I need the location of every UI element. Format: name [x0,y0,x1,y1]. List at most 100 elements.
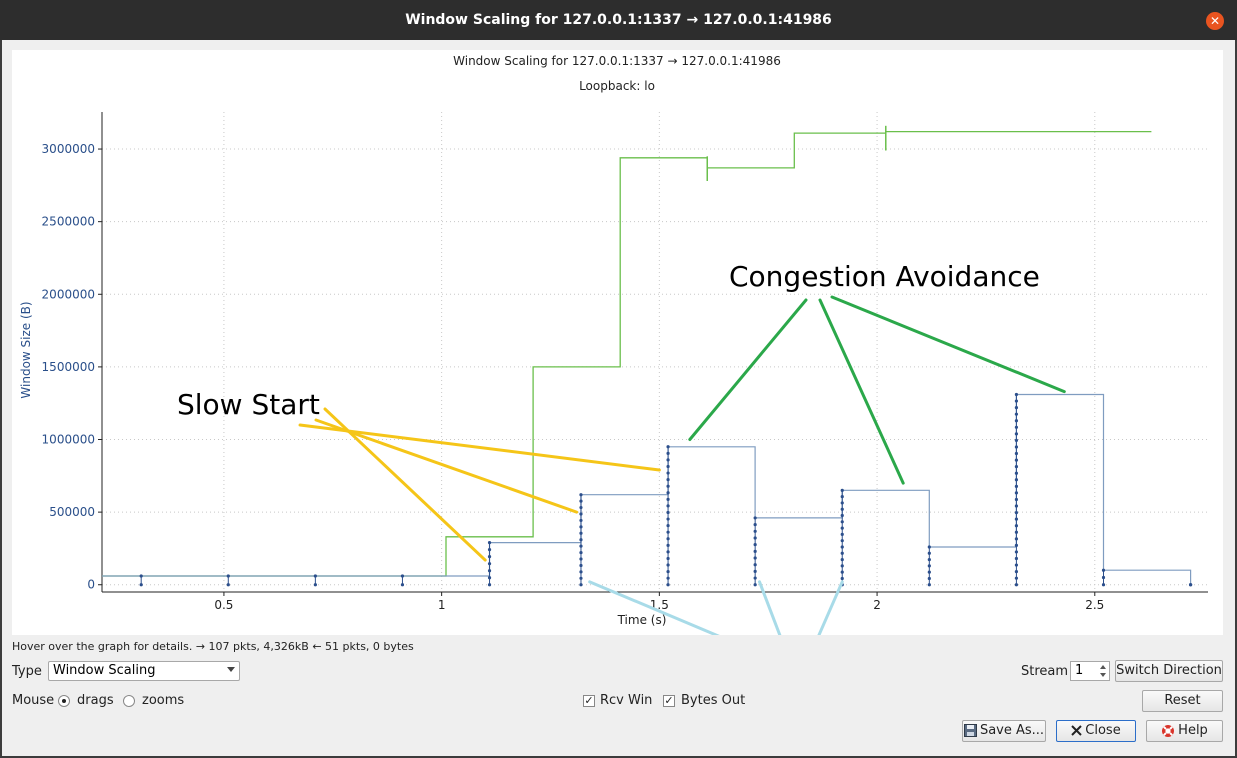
bytes-out-point [666,537,670,541]
bytes-out-point [840,551,844,555]
bytes-out-point [1014,471,1019,475]
bytes-out-point [840,576,844,581]
window-scaling-chart[interactable]: Window Scaling for 127.0.0.1:1337 → 127.… [12,50,1223,635]
bytes-out-point [840,507,844,511]
close-window-icon[interactable]: ✕ [1206,12,1224,30]
annotation-label: Congestion Avoidance [729,260,1040,293]
bytes-out-point [840,539,844,543]
close-icon [1071,725,1082,736]
bytes-out-point [226,583,230,587]
bytes-out-point [139,574,143,578]
bytes-out-point [400,574,405,578]
bytes-out-point [1014,478,1019,482]
type-select-value: Window Scaling [53,663,156,678]
bytes-out-point [666,458,670,462]
annotation-arrow [830,295,1066,394]
save-as-button[interactable]: Save As... [962,720,1046,742]
drags-radio[interactable] [58,695,70,707]
bytes-out-line [102,393,1192,585]
close-label: Close [1085,723,1121,738]
spin-up-icon[interactable] [1100,665,1106,669]
bytes-out-point [1014,432,1019,436]
bytes-out-point [840,545,844,549]
x-tick-label: 2.5 [1085,598,1104,612]
bytes-out-checkbox[interactable]: ✓ [663,694,675,707]
bytes-out-point [666,504,670,508]
bytes-out-point [1014,556,1019,561]
y-axis-label: Window Size (B) [19,301,33,398]
bytes-out-point [487,576,492,580]
bytes-out-point [840,513,844,518]
bytes-out-point [1014,491,1019,495]
bytes-out-point [313,583,317,587]
title-bar: Window Scaling for 127.0.0.1:1337 → 127.… [0,0,1237,40]
bytes-out-point [666,517,670,521]
save-as-label: Save As... [979,723,1045,738]
bytes-out-point [1014,524,1019,528]
switch-direction-button[interactable]: Switch Direction [1115,660,1223,682]
graph-area[interactable]: Window Scaling for 127.0.0.1:1337 → 127.… [12,50,1223,635]
bytes-out-point [666,556,670,561]
bytes-out-point [226,574,230,578]
stream-value: 1 [1075,663,1084,678]
bytes-out-point [753,549,757,553]
bytes-out-point [840,526,844,530]
bytes-out-point [927,570,931,574]
bytes-out-point [579,512,583,516]
stream-spinbox[interactable]: 1 [1070,661,1110,681]
y-tick-label: 500000 [49,505,95,519]
bytes-out-point [1014,504,1019,508]
y-tick-label: 1500000 [42,360,95,374]
bytes-out-point [753,523,757,527]
bytes-out-point [666,484,670,488]
bytes-out-point [927,551,931,555]
bytes-out-point [313,574,317,578]
zooms-label: zooms [142,693,185,708]
rcv-win-checkbox[interactable]: ✓ [583,694,595,707]
bytes-out-point [487,569,492,573]
bytes-out-point [579,505,583,510]
bytes-out-point [1014,412,1019,416]
bytes-out-point [579,525,583,529]
bytes-out-point [487,555,492,559]
bytes-out-point [1014,484,1019,488]
floppy-disk-icon [963,724,977,737]
bytes-out-point [1014,570,1019,574]
bytes-out-point [1014,530,1019,534]
bytes-out-point [579,583,583,587]
y-tick-label: 0 [87,578,95,592]
close-button[interactable]: Close [1056,720,1136,742]
bytes-out-point [1101,568,1106,572]
help-button[interactable]: Help [1146,720,1223,742]
annotation-arrow [818,298,905,485]
bytes-out-point [1188,583,1193,587]
spin-down-icon[interactable] [1100,673,1106,677]
bytes-out-point [579,531,583,535]
bytes-out-point [1014,563,1019,567]
rcv-win-line [102,130,1152,577]
bytes-out-point [840,570,844,574]
annotation-label: Slow Start [177,388,320,421]
bytes-out-point [1014,465,1019,469]
bytes-out-point [487,562,492,566]
chart-title: Window Scaling for 127.0.0.1:1337 → 127.… [453,54,781,68]
bytes-out-point [840,520,844,524]
bytes-out-point [579,550,583,555]
y-tick-label: 2000000 [42,287,95,301]
bytes-out-point [753,556,757,560]
bytes-out-point [666,524,670,528]
bytes-out-point [666,471,670,475]
reset-button[interactable]: Reset [1142,690,1223,712]
bytes-out-point [1014,497,1019,502]
bytes-out-point [1014,537,1019,541]
bytes-out-point [579,499,583,503]
zooms-radio[interactable] [123,695,135,707]
bytes-out-point [1014,517,1019,521]
bytes-out-point [1014,543,1019,547]
bytes-out-point [487,583,492,587]
bytes-out-point [1014,445,1019,449]
bytes-out-point [666,543,670,547]
bytes-out-series [102,392,1193,587]
annotation-arrow [314,418,579,514]
type-select[interactable]: Window Scaling [48,661,240,681]
